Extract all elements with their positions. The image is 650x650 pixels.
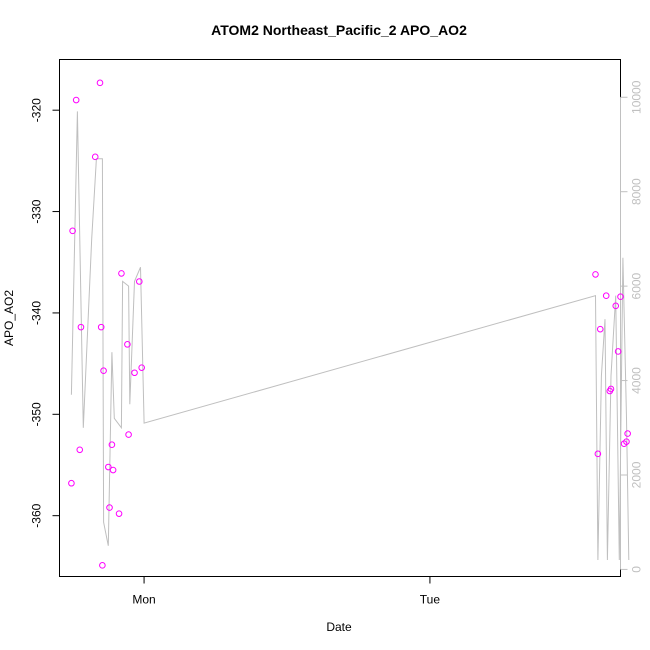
data-point xyxy=(602,292,610,299)
y2-tick-label: 6000 xyxy=(630,272,644,299)
data-point xyxy=(97,323,105,331)
x-tick-label: Mon xyxy=(132,593,155,607)
data-point xyxy=(76,446,84,454)
data-point xyxy=(592,271,599,278)
y2-tick-label: 0 xyxy=(630,566,644,573)
data-point xyxy=(624,430,631,437)
data-point xyxy=(96,79,104,87)
data-point xyxy=(109,466,117,474)
line-series xyxy=(70,111,630,561)
data-point xyxy=(594,450,602,458)
data-point xyxy=(100,367,107,375)
data-point xyxy=(118,270,125,277)
data-point xyxy=(105,463,112,471)
point-series xyxy=(68,79,631,569)
y-tick-label: -340 xyxy=(30,301,44,325)
x-tick-label: Tue xyxy=(420,593,441,607)
data-point xyxy=(91,153,99,161)
data-point xyxy=(612,302,620,310)
y-tick-label: -360 xyxy=(30,503,44,527)
data-point xyxy=(617,293,624,301)
y-tick-label: -320 xyxy=(30,98,44,122)
y-axis-right: 0 2000 4000 6000 8000 10000 xyxy=(620,80,644,573)
data-point xyxy=(125,431,132,438)
x-axis-label: Date xyxy=(326,620,352,634)
y2-tick-label: 4000 xyxy=(630,367,644,394)
x-axis: Mon Tue xyxy=(132,576,441,607)
data-point xyxy=(596,325,604,333)
y2-tick-label: 10000 xyxy=(630,80,644,114)
data-point xyxy=(108,441,116,449)
data-point xyxy=(115,510,123,517)
data-point xyxy=(68,479,75,487)
y2-tick-label: 8000 xyxy=(630,178,644,205)
data-point xyxy=(124,341,131,348)
data-point xyxy=(136,278,143,285)
y2-tick-label: 2000 xyxy=(630,461,644,488)
data-point xyxy=(614,348,622,355)
data-point xyxy=(99,562,106,569)
data-point xyxy=(131,369,138,377)
data-point xyxy=(138,364,145,371)
data-point xyxy=(77,323,85,331)
data-point xyxy=(69,227,76,235)
y-axis-left: -360 -350 -340 -330 -320 xyxy=(30,98,60,528)
data-point xyxy=(607,385,615,393)
data-point xyxy=(623,438,630,445)
series-line-path xyxy=(70,111,630,561)
data-point xyxy=(72,96,80,104)
y-tick-label: -330 xyxy=(30,199,44,223)
data-point xyxy=(106,504,113,511)
chart-title: ATOM2 Northeast_Pacific_2 APO_AO2 xyxy=(211,22,467,38)
plot-frame xyxy=(59,59,621,577)
y-axis-label: APO_AO2 xyxy=(2,290,16,346)
y-tick-label: -350 xyxy=(30,402,44,426)
